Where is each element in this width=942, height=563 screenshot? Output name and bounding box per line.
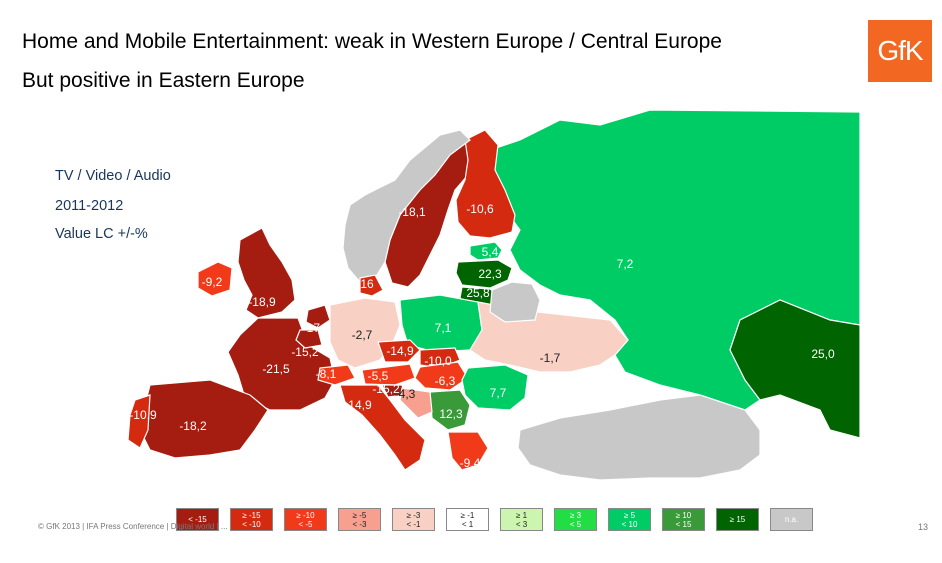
region-value-sweden: -18,1 [398, 205, 426, 219]
legend-label-line1: ≥ -10 [296, 510, 315, 520]
region-value-russia: 7,2 [617, 257, 634, 271]
legend-swatch: ≥ -5 < -3 [338, 508, 381, 531]
region-switzerland [317, 364, 356, 386]
region-value-serbia: 12,3 [439, 407, 463, 421]
region-value-croatia: -4,3 [395, 387, 416, 401]
region-value-poland: 7,1 [435, 321, 452, 335]
legend-label-line1: ≥ 5 [623, 510, 636, 520]
region-czech-republic [377, 339, 421, 363]
region-united-kingdom [237, 227, 296, 319]
region-greece [447, 431, 489, 471]
region-ireland [197, 261, 233, 297]
gfk-logo: GfK [868, 20, 932, 82]
region-portugal [127, 394, 151, 449]
info-measure: Value LC +/-% [55, 226, 148, 242]
region-value-kazakhstan: 25,0 [811, 347, 835, 361]
region-value-hungary: -6,3 [435, 374, 456, 388]
slide-subtitle: But positive in Eastern Europe [22, 69, 305, 92]
legend-label-line1: ≥ -15 [242, 510, 261, 520]
region-value-estonia: 5,4 [482, 245, 499, 259]
region-belgium [295, 329, 323, 349]
legend-swatch: ≥ -10 < -5 [284, 508, 327, 531]
europe-map: 7,2 25,0 -18,1 -10,6 5,4 22,3 25,8 -9,2 -18,9 -21… [127, 109, 861, 481]
region-value-italy: -14,9 [344, 398, 372, 412]
region-value-ukraine: -1,7 [540, 351, 561, 365]
region-croatia [399, 387, 433, 419]
legend-label-line1: n.a. [784, 515, 799, 524]
info-category: TV / Video / Audio [55, 168, 171, 184]
region-value-greece: -9,4 [460, 456, 481, 470]
legend-swatch: ≥ 5 < 10 [608, 508, 651, 531]
region-value-lithuania: 25,8 [466, 286, 490, 300]
legend-label-line2: < -1 [406, 519, 421, 529]
legend-label-line1: ≥ -1 [460, 510, 475, 520]
region-value-slovenia: -15,2 [372, 382, 400, 396]
legend-label-line1: ≥ -5 [352, 510, 367, 520]
region-value-germany: -2,7 [352, 328, 373, 342]
region-value-slovakia: -10,0 [424, 354, 452, 368]
legend-label-line2: < 5 [569, 519, 582, 529]
legend-label-line1: ≥ 10 [675, 510, 692, 520]
legend-label-line2: < -3 [352, 519, 367, 529]
region-value-romania: 7,7 [490, 386, 507, 400]
legend-swatch: ≥ 1 < 3 [500, 508, 543, 531]
region-value-spain: -18,2 [179, 419, 207, 433]
page-number: 13 [918, 522, 929, 532]
legend-label-line1: ≥ 3 [569, 510, 582, 520]
region-netherlands [305, 304, 331, 329]
legend-swatch: ≥ -15 < -10 [230, 508, 273, 531]
region-latvia [455, 259, 513, 289]
region-romania [461, 364, 529, 411]
region-value-ireland: -9,2 [202, 275, 223, 289]
legend-label-line1: ≥ 1 [515, 510, 528, 520]
footer-text: © GfK 2013 | IFA Press Conference | Digi… [38, 522, 228, 531]
region-value-latvia: 22,3 [478, 267, 502, 281]
region-value-netherlands: -17, [303, 321, 324, 335]
region-value-czech-republic: -14,9 [386, 344, 414, 358]
region-belarus [489, 281, 541, 323]
region-estonia [469, 241, 503, 261]
legend-label-line2: < -5 [298, 519, 313, 529]
legend-label-line1: ≥ -3 [406, 510, 421, 520]
region-value-austria: -5,5 [368, 369, 389, 383]
legend-label-line2: < 15 [675, 519, 692, 529]
region-value-portugal: -10,9 [129, 408, 157, 422]
legend-swatch: ≥ -3 < -1 [392, 508, 435, 531]
region-denmark [359, 274, 384, 297]
region-value-switzerland: -8,1 [316, 367, 337, 381]
legend-swatch: ≥ 3 < 5 [554, 508, 597, 531]
legend-swatch: ≥ 10 < 15 [662, 508, 705, 531]
legend-swatch: < -15 [176, 508, 219, 531]
region-turkey [517, 394, 761, 481]
region-value-united-kingdom: -18,9 [248, 295, 276, 309]
legend-label-line1: ≥ 15 [729, 515, 746, 524]
region-kazakhstan [729, 299, 861, 439]
region-value-finland: -10,6 [466, 202, 494, 216]
region-value-denmark: -16 [356, 277, 374, 291]
legend-label-line2: < -10 [242, 519, 261, 529]
legend-swatch: n.a. [770, 508, 813, 531]
region-value-belgium: -15,2 [291, 345, 319, 359]
slide-title: Home and Mobile Entertainment: weak in W… [22, 30, 722, 53]
legend-label-line2: < 10 [621, 519, 638, 529]
legend-swatch: ≥ -1 < 1 [446, 508, 489, 531]
legend-label-line2: < 3 [515, 519, 528, 529]
legend-label-line2: < 1 [461, 519, 474, 529]
region-value-france: -21,5 [262, 362, 290, 376]
region-serbia [429, 389, 471, 431]
region-austria [361, 363, 416, 386]
legend-swatch: ≥ 15 [716, 508, 759, 531]
region-finland [455, 129, 516, 239]
legend-label-line1: < -15 [188, 515, 207, 524]
info-period: 2011-2012 [55, 198, 124, 214]
